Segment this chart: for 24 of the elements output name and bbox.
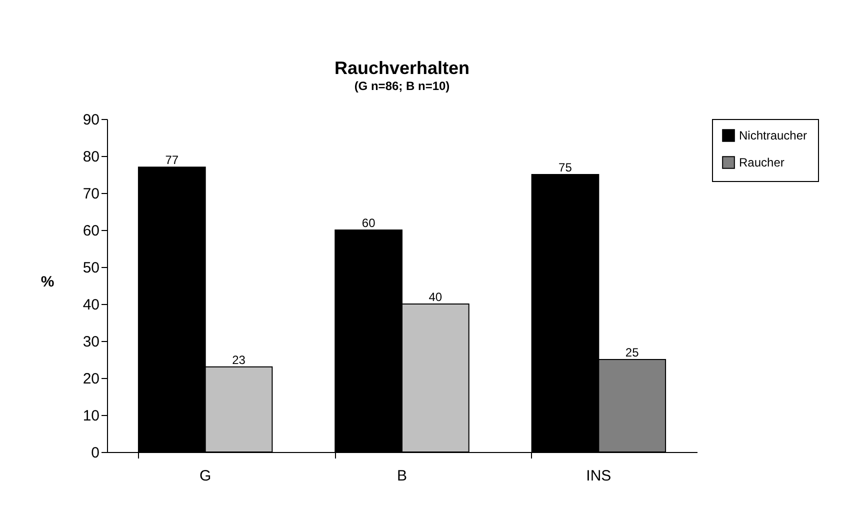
y-tick-label: 70 [82,186,100,202]
data-label: 60 [362,216,376,230]
y-tick-label: 10 [82,408,100,424]
legend-label: Nichtraucher [739,128,808,142]
y-tick-label: 30 [82,334,100,350]
chart-subtitle: (G n=86; B n=10) [354,79,450,93]
y-tick-label: 50 [82,260,100,276]
x-tick-label: B [396,468,408,484]
data-label: 40 [428,290,442,304]
y-tick-label: 20 [82,370,100,388]
data-label: 75 [558,160,572,174]
x-tick-label: G [199,468,212,484]
y-tick-label: 80 [82,148,100,166]
data-label: 23 [232,352,246,367]
y-tick-label: 40 [82,296,100,314]
y-tick-label: 0 [91,444,100,462]
data-label: 25 [625,346,640,360]
y-tick-label: 90 [82,112,100,128]
y-axis-title: % [40,274,54,290]
chart-title: Rauchverhalten [334,58,470,78]
legend-label: Raucher [739,156,784,170]
data-label: 77 [165,153,179,168]
x-tick-label: INS [586,468,612,484]
y-tick-label: 60 [82,222,100,240]
